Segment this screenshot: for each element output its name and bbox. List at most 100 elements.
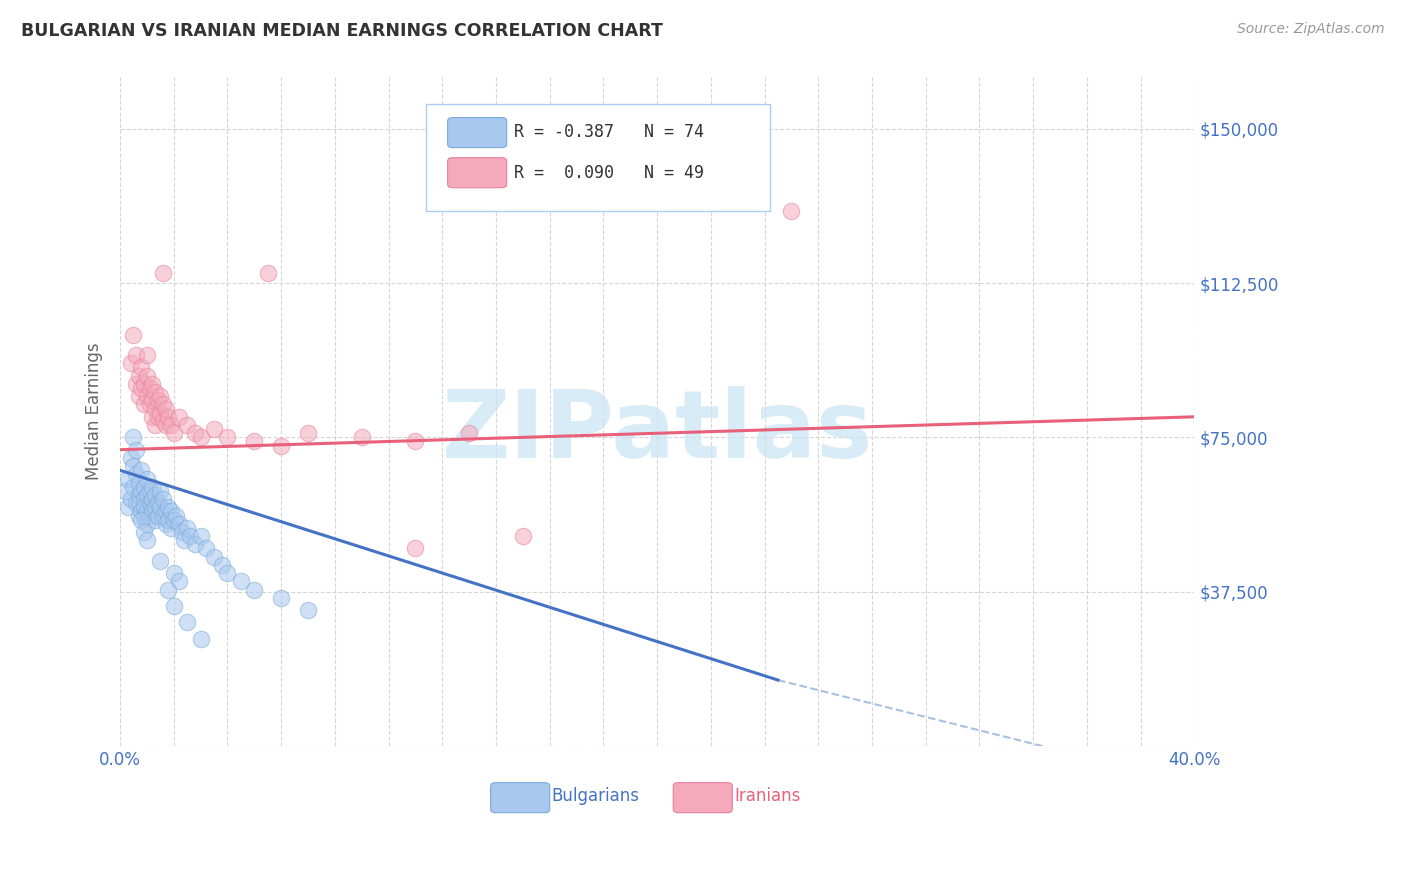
Point xyxy=(135,504,157,518)
Point xyxy=(152,414,174,428)
Point xyxy=(229,574,252,589)
Point xyxy=(125,376,148,391)
Point xyxy=(152,397,174,411)
Point xyxy=(163,599,186,613)
Point xyxy=(128,496,150,510)
Text: Source: ZipAtlas.com: Source: ZipAtlas.com xyxy=(1237,22,1385,37)
Point xyxy=(131,504,153,518)
Point xyxy=(350,430,373,444)
Point xyxy=(120,356,142,370)
Point xyxy=(128,368,150,383)
Point xyxy=(157,513,180,527)
FancyBboxPatch shape xyxy=(447,158,506,187)
Point xyxy=(173,533,195,548)
Point xyxy=(167,409,190,424)
Point xyxy=(131,513,153,527)
Point xyxy=(141,376,163,391)
Point xyxy=(160,521,183,535)
Point xyxy=(176,417,198,432)
Point xyxy=(217,430,239,444)
Point xyxy=(157,500,180,515)
Point xyxy=(149,500,172,515)
Point xyxy=(138,397,160,411)
Point xyxy=(270,591,292,605)
Point xyxy=(143,513,166,527)
Point xyxy=(149,406,172,420)
Point xyxy=(170,524,193,539)
FancyBboxPatch shape xyxy=(673,782,733,813)
Point xyxy=(128,488,150,502)
Point xyxy=(404,541,426,556)
Point xyxy=(179,529,201,543)
Point xyxy=(120,491,142,506)
Point xyxy=(122,480,145,494)
Point xyxy=(134,491,156,506)
Point xyxy=(135,488,157,502)
Text: Iranians: Iranians xyxy=(734,787,801,805)
Point xyxy=(135,533,157,548)
Point xyxy=(128,475,150,490)
Point xyxy=(131,381,153,395)
Point xyxy=(211,558,233,572)
Point xyxy=(160,504,183,518)
Point xyxy=(176,615,198,630)
Point xyxy=(157,582,180,597)
Point xyxy=(134,480,156,494)
Point xyxy=(165,508,187,523)
Point xyxy=(243,434,266,449)
Point xyxy=(141,393,163,408)
Point xyxy=(190,430,212,444)
Point xyxy=(149,554,172,568)
Text: BULGARIAN VS IRANIAN MEDIAN EARNINGS CORRELATION CHART: BULGARIAN VS IRANIAN MEDIAN EARNINGS COR… xyxy=(21,22,664,40)
Point xyxy=(120,450,142,465)
Point xyxy=(138,508,160,523)
Point xyxy=(143,500,166,515)
Point xyxy=(184,537,207,551)
Point xyxy=(167,574,190,589)
Point xyxy=(135,471,157,485)
Point xyxy=(117,471,139,485)
Point xyxy=(143,385,166,400)
Point xyxy=(143,488,166,502)
Point xyxy=(143,417,166,432)
Point xyxy=(152,266,174,280)
Point xyxy=(184,426,207,441)
Point xyxy=(125,348,148,362)
Point xyxy=(163,566,186,581)
Point xyxy=(125,467,148,482)
Point xyxy=(134,500,156,515)
Point xyxy=(134,508,156,523)
Point xyxy=(202,422,225,436)
Point xyxy=(146,409,169,424)
Point xyxy=(155,516,177,531)
Point xyxy=(167,516,190,531)
Point xyxy=(404,434,426,449)
Point xyxy=(157,409,180,424)
Point xyxy=(256,266,278,280)
Point xyxy=(122,327,145,342)
Text: R =  0.090   N = 49: R = 0.090 N = 49 xyxy=(515,164,704,182)
Point xyxy=(512,529,534,543)
Point xyxy=(122,430,145,444)
Point xyxy=(217,566,239,581)
Point xyxy=(141,491,163,506)
Point xyxy=(243,582,266,597)
Point xyxy=(128,389,150,403)
Point xyxy=(458,426,481,441)
Point xyxy=(146,393,169,408)
FancyBboxPatch shape xyxy=(447,118,506,147)
Point xyxy=(134,524,156,539)
Text: ZIPatlas: ZIPatlas xyxy=(441,385,873,478)
Point xyxy=(128,508,150,523)
Point xyxy=(143,401,166,416)
Point xyxy=(146,508,169,523)
Point xyxy=(163,426,186,441)
Point xyxy=(141,480,163,494)
Point xyxy=(134,376,156,391)
Point xyxy=(138,381,160,395)
Point xyxy=(152,491,174,506)
FancyBboxPatch shape xyxy=(491,782,550,813)
Point xyxy=(135,368,157,383)
Point xyxy=(270,439,292,453)
Point xyxy=(117,500,139,515)
